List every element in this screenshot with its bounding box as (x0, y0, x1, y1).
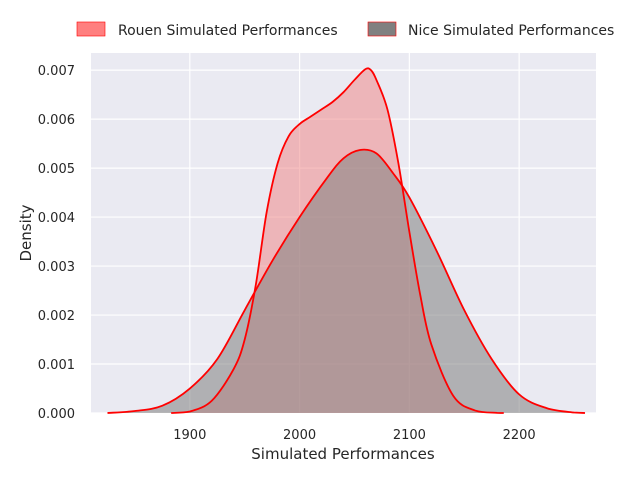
x-tick-label: 2200 (503, 428, 536, 443)
y-tick-label: 0.005 (38, 162, 75, 177)
legend-swatch-nice (367, 21, 397, 37)
legend-swatch-rouen (76, 21, 106, 37)
density-areas (107, 67, 586, 414)
density-area-nice (107, 149, 586, 413)
y-axis-label: Density (17, 204, 35, 261)
y-tick-label: 0.007 (38, 64, 75, 79)
legend-label-nice: Nice Simulated Performances (408, 23, 614, 39)
legend: Rouen Simulated Performances Nice Simula… (76, 21, 614, 39)
y-tick-label: 0.006 (38, 113, 75, 128)
legend-label-rouen: Rouen Simulated Performances (118, 23, 338, 39)
y-tick-label: 0.003 (38, 260, 75, 275)
x-tick-label: 2100 (393, 428, 426, 443)
x-axis-label: Simulated Performances (251, 445, 435, 463)
y-tick-label: 0.002 (38, 309, 75, 324)
y-tick-label: 0.000 (38, 407, 75, 422)
x-tick-label: 2000 (283, 428, 316, 443)
y-tick-label: 0.001 (38, 358, 75, 373)
density-line-rouen (171, 67, 504, 414)
density-line-nice (107, 148, 586, 414)
tick-labels: 1900 2000 2100 2200 0.000 0.001 0.002 0.003 0.00… (38, 64, 536, 443)
y-tick-label: 0.004 (38, 211, 75, 226)
x-tick-label: 1900 (173, 428, 206, 443)
